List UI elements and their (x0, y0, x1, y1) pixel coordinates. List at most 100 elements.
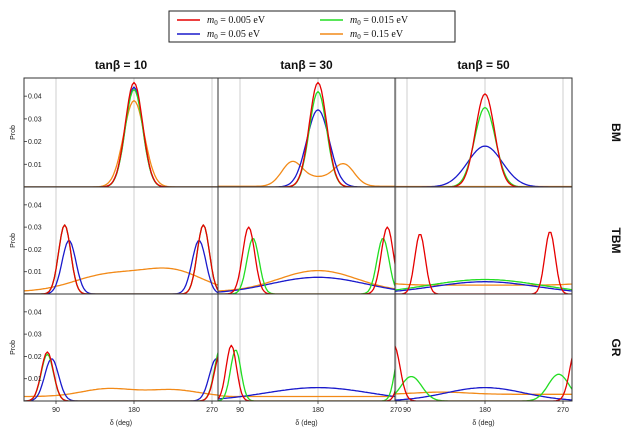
x-tick-label: 180 (312, 407, 324, 414)
series-line-s1 (24, 81, 218, 187)
panel-series (218, 344, 395, 401)
y-tick-label: 0.02 (28, 139, 42, 146)
series-line-s4 (395, 283, 572, 286)
y-tick-label: 0.03 (28, 332, 42, 339)
series-line-s3 (218, 90, 395, 187)
x-tick-label: 180 (479, 407, 491, 414)
x-tick-label: 90 (236, 407, 244, 414)
legend-label-sub: 0 (214, 33, 218, 41)
x-tick-label: 90 (403, 407, 411, 414)
legend-label-pre: m (207, 29, 214, 40)
legend-label-post: = 0.005 eV (218, 15, 266, 26)
series-line-s1 (218, 81, 395, 187)
series-line-s2 (395, 281, 572, 292)
y-tick-label: 0.01 (28, 162, 42, 169)
y-tick-label: 0.03 (28, 116, 42, 123)
legend-label-pre: m (350, 29, 357, 40)
legend-label-post: = 0.15 eV (361, 29, 404, 40)
panel-series (218, 81, 395, 187)
panel-frame (217, 77, 396, 188)
panel-tbm-3 (394, 186, 573, 295)
column-title-3: tanβ = 50 (457, 58, 510, 72)
panel-series (218, 226, 395, 294)
series-line-s4 (395, 391, 572, 395)
panel-bm-2 (217, 77, 397, 188)
legend-label-pre: m (350, 15, 357, 26)
legend-box (168, 10, 456, 43)
panel-bm-3 (394, 77, 573, 188)
panel-series (24, 81, 218, 187)
panel-frame (217, 293, 396, 402)
series-line-s2 (218, 386, 395, 400)
series-line-s2 (24, 86, 218, 187)
legend-label-s1: m0 = 0.005 eV (207, 15, 266, 27)
legend-label-post: = 0.05 eV (218, 29, 261, 40)
row-title-gr: GR (609, 339, 623, 357)
panel-frame (23, 293, 219, 402)
y-tick-label: 0.03 (28, 225, 42, 232)
column-title-1: tanβ = 10 (95, 58, 148, 72)
series-line-s2 (218, 109, 395, 187)
legend-label-s4: m0 = 0.15 eV (350, 29, 404, 41)
panel-frame (394, 293, 573, 402)
series-line-s2 (218, 276, 395, 293)
y-axis-title: Prob (10, 125, 17, 140)
y-tick-label: 0.02 (28, 354, 42, 361)
panel-series (395, 345, 572, 401)
panel-series (395, 93, 572, 187)
panel-gr-3: 90 180 270 δ (deg) (394, 293, 573, 427)
panel-frame (23, 186, 219, 295)
series-line-s1 (395, 93, 572, 187)
panel-tbm-2 (217, 186, 397, 295)
series-line-s1 (24, 351, 218, 401)
panel-tbm-1: 0.01 0.02 0.03 0.04 Prob (10, 186, 219, 295)
series-line-s1 (24, 224, 218, 294)
legend-label-sub: 0 (214, 19, 218, 27)
y-axis-title: Prob (10, 340, 17, 355)
series-line-s3 (24, 224, 218, 294)
series-line-s4 (24, 100, 218, 187)
legend-label-s2: m0 = 0.05 eV (207, 29, 261, 41)
y-tick-label: 0.01 (28, 269, 42, 276)
panel-series (24, 224, 218, 294)
panel-gr-2: 90 180 270 δ (deg) (217, 293, 402, 427)
series-line-s3 (395, 278, 572, 291)
series-line-s3 (24, 88, 218, 187)
series-line-s4 (24, 387, 218, 398)
legend-label-sub: 0 (357, 19, 361, 27)
panel-frame (394, 186, 573, 295)
y-tick-label: 0.02 (28, 247, 42, 254)
row-title-bm: BM (609, 123, 623, 142)
panel-series (24, 350, 218, 401)
row-title-tbm: TBM (609, 228, 623, 254)
x-tick-label: 270 (557, 407, 569, 414)
panel-bm-1: 0.01 0.02 0.03 0.04 Prob (10, 77, 219, 188)
legend-label-pre: m (207, 15, 214, 26)
panel-series (395, 231, 572, 294)
legend-label-sub: 0 (357, 33, 361, 41)
series-line-s2 (24, 358, 218, 401)
legend-label-s3: m0 = 0.015 eV (350, 15, 409, 27)
y-tick-label: 0.04 (28, 94, 42, 101)
x-tick-label: 270 (206, 407, 218, 414)
series-line-s3 (395, 106, 572, 187)
series-line-s4 (218, 269, 395, 292)
series-line-s4 (24, 267, 218, 292)
x-axis-title: δ (deg) (472, 420, 494, 427)
series-line-s2 (395, 145, 572, 187)
x-tick-label: 90 (52, 407, 60, 414)
x-axis-title: δ (deg) (295, 420, 317, 427)
panel-gr-1: 0.01 0.02 0.03 0.04 Prob 90 180 270 δ (deg) (10, 293, 219, 427)
series-line-s4 (218, 160, 395, 187)
series-line-s3 (24, 350, 218, 401)
panel-frame (23, 77, 219, 188)
series-line-s2 (395, 386, 572, 401)
y-axis-title: Prob (10, 233, 17, 248)
x-tick-label: 180 (128, 407, 140, 414)
legend-label-post: = 0.015 eV (361, 15, 409, 26)
y-tick-label: 0.04 (28, 309, 42, 316)
column-title-2: tanβ = 30 (280, 58, 333, 72)
y-tick-label: 0.01 (28, 376, 42, 383)
